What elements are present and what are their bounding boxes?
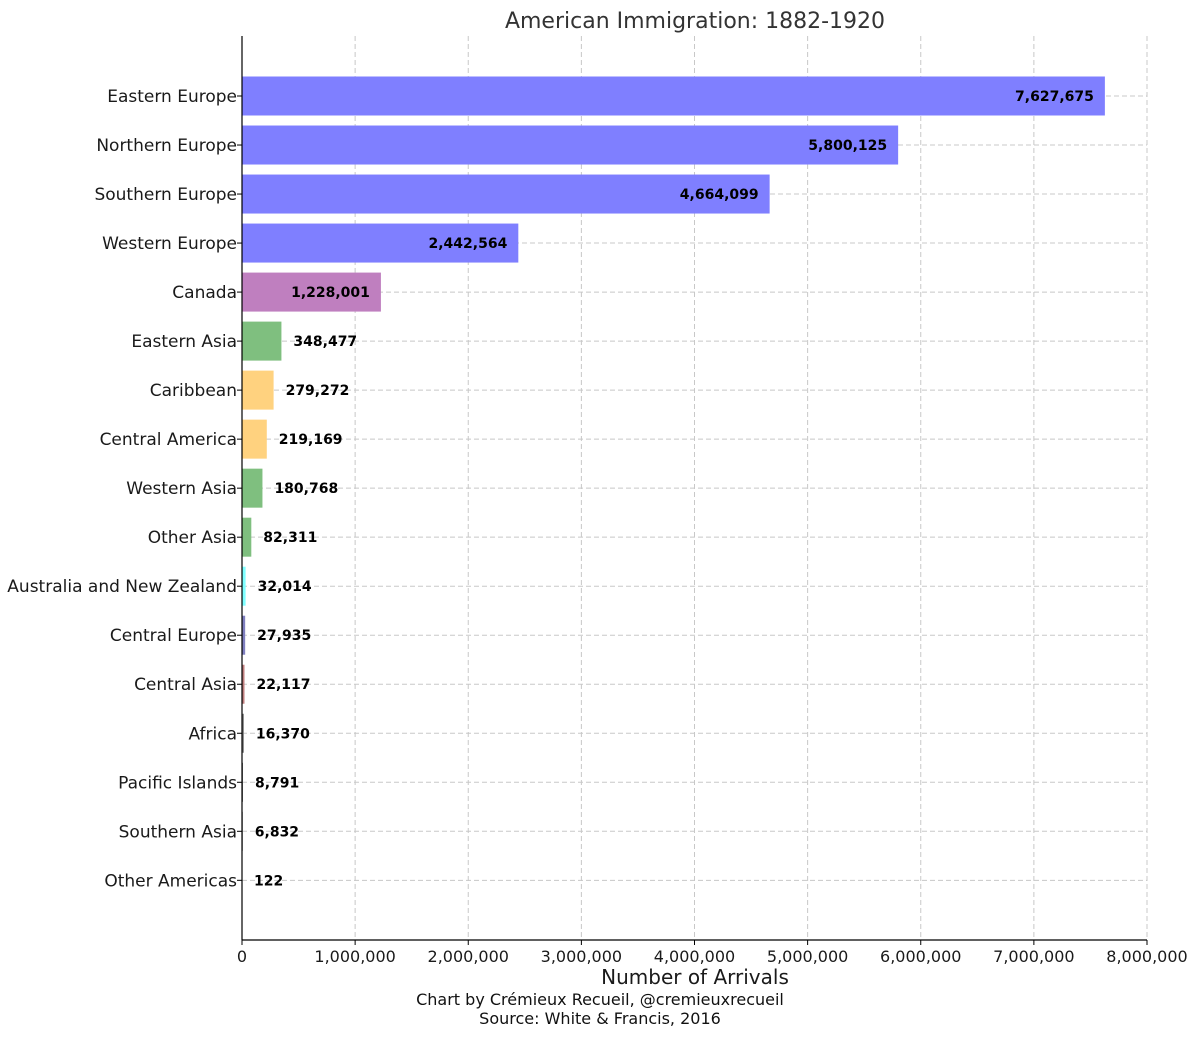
bar-value-label: 5,800,125: [808, 138, 887, 154]
bar: [242, 272, 381, 312]
bar-value-label: 2,442,564: [428, 236, 507, 252]
bar: [242, 615, 246, 655]
bar: [242, 419, 267, 459]
y-tick-label: Africa: [189, 724, 238, 744]
value-labels: 7,627,675 5,800,125 4,664,099 2,442,564 1,22…: [254, 89, 1094, 889]
y-tick-labels: Eastern Europe Northern Europe Southern Eu…: [7, 87, 242, 891]
bar-value-label: 82,311: [263, 530, 317, 546]
bar: [242, 125, 899, 165]
y-tick-label: Other Americas: [104, 871, 237, 891]
bar: [242, 76, 1105, 116]
x-tick-label: 1,000,000: [314, 947, 395, 966]
x-tick-label: 7,000,000: [993, 947, 1074, 966]
bar-value-label: 27,935: [257, 628, 311, 644]
bar-value-label: 6,832: [255, 824, 299, 840]
bar-value-label: 348,477: [293, 334, 357, 350]
x-tick-label: 6,000,000: [880, 947, 961, 966]
y-tick-label: Central America: [100, 430, 237, 450]
bar: [242, 370, 274, 410]
bar: [242, 517, 252, 557]
x-tick-label: 5,000,000: [767, 947, 848, 966]
bar: [242, 713, 244, 753]
y-tick-label: Caribbean: [150, 381, 237, 401]
bar-value-label: 32,014: [258, 579, 312, 595]
y-tick-label: Central Asia: [134, 675, 237, 695]
chart-credit: Chart by Crémieux Recueil, @cremieuxrecu…: [416, 990, 784, 1009]
bar-value-label: 219,169: [279, 432, 343, 448]
x-tick-label: 8,000,000: [1106, 947, 1187, 966]
y-tick-label: Canada: [172, 283, 237, 303]
x-tick-label: 3,000,000: [541, 947, 622, 966]
bar: [242, 223, 519, 263]
y-tick-label: Southern Asia: [119, 822, 237, 842]
y-tick-label: Northern Europe: [96, 136, 237, 156]
chart-title: American Immigration: 1882-1920: [505, 9, 885, 34]
bar-value-label: 4,664,099: [680, 187, 759, 203]
chart-source: Source: White & Francis, 2016: [479, 1009, 721, 1028]
y-tick-label: Eastern Europe: [107, 87, 237, 107]
bar-value-label: 180,768: [274, 481, 338, 497]
y-tick-label: Southern Europe: [94, 185, 237, 205]
y-tick-label: Eastern Asia: [131, 332, 237, 352]
bar-value-label: 22,117: [257, 677, 311, 693]
y-tick-label: Western Europe: [102, 234, 237, 254]
y-gridlines: [242, 95, 1147, 881]
bar: [242, 174, 770, 214]
bar: [242, 566, 246, 606]
x-tick-label: 4,000,000: [654, 947, 735, 966]
x-axis-label: Number of Arrivals: [601, 965, 789, 989]
y-tick-label: Australia and New Zealand: [7, 577, 237, 597]
bars: [242, 76, 1105, 900]
x-tick-label: 0: [237, 947, 247, 966]
bar: [242, 664, 245, 704]
bar-value-label: 8,791: [255, 775, 299, 791]
y-tick-label: Western Asia: [126, 479, 237, 499]
bar: [242, 468, 263, 508]
x-tick-label: 2,000,000: [428, 947, 509, 966]
y-tick-label: Pacific Islands: [118, 773, 237, 793]
y-tick-label: Other Asia: [148, 528, 237, 548]
bar-value-label: 279,272: [286, 383, 350, 399]
x-tick-labels: 0 1,000,000 2,000,000 3,000,000 4,000,000 5,0…: [237, 940, 1188, 966]
bar-value-label: 1,228,001: [291, 285, 370, 301]
y-tick-label: Central Europe: [110, 626, 237, 646]
bar-value-label: 7,627,675: [1015, 89, 1094, 105]
bar-value-label: 122: [254, 873, 283, 889]
bar: [242, 321, 282, 361]
bar-value-label: 16,370: [256, 726, 310, 742]
